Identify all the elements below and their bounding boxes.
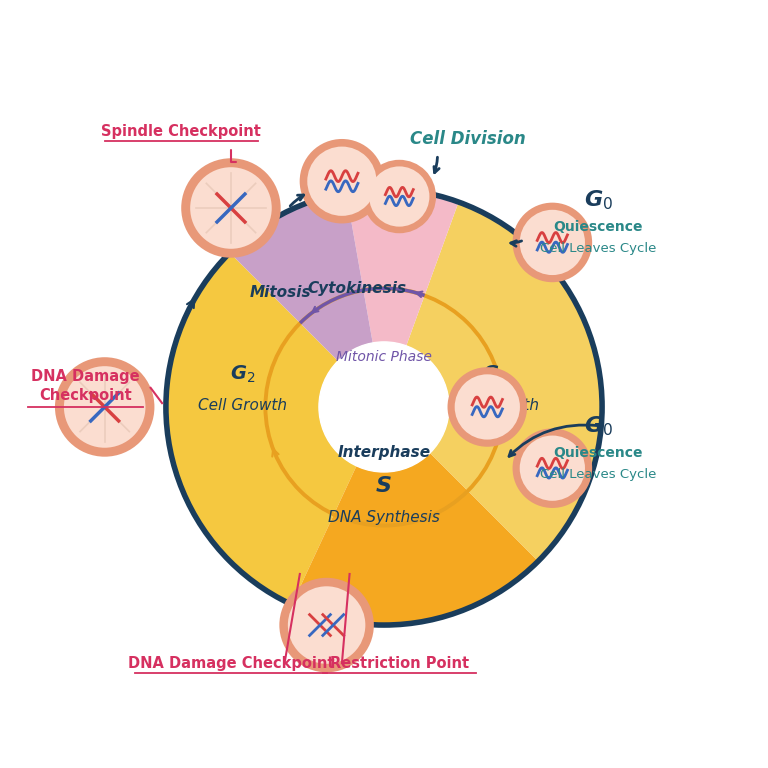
- Circle shape: [300, 139, 384, 223]
- Circle shape: [520, 435, 585, 501]
- Text: Cell Division: Cell Division: [410, 130, 526, 148]
- Circle shape: [288, 586, 366, 664]
- Text: G$_2$: G$_2$: [230, 364, 255, 386]
- Text: G$_1$: G$_1$: [482, 364, 508, 386]
- Text: DNA Synthesis: DNA Synthesis: [328, 511, 440, 525]
- Circle shape: [190, 167, 272, 249]
- Polygon shape: [166, 253, 356, 604]
- Circle shape: [64, 366, 145, 448]
- Circle shape: [55, 357, 154, 457]
- Circle shape: [319, 342, 449, 472]
- Text: DNA Damage Checkpoint: DNA Damage Checkpoint: [127, 656, 334, 670]
- Text: Restriction Point: Restriction Point: [329, 656, 469, 670]
- Text: Cell Growth: Cell Growth: [198, 398, 287, 413]
- Text: G$_0$: G$_0$: [584, 414, 613, 438]
- Text: G$_0$: G$_0$: [584, 189, 613, 212]
- Polygon shape: [292, 453, 538, 625]
- Circle shape: [307, 147, 376, 216]
- Circle shape: [280, 578, 374, 672]
- Circle shape: [448, 367, 527, 447]
- Circle shape: [455, 374, 520, 439]
- Text: Quiescence: Quiescence: [554, 446, 643, 460]
- Text: Mitosis: Mitosis: [250, 285, 312, 300]
- Circle shape: [520, 210, 585, 275]
- Circle shape: [512, 429, 592, 508]
- Polygon shape: [406, 202, 602, 561]
- Text: Cytokinesis: Cytokinesis: [308, 281, 407, 296]
- Text: S: S: [376, 475, 392, 496]
- Text: Mitonic Phase: Mitonic Phase: [336, 350, 432, 364]
- Text: Interphase: Interphase: [337, 445, 431, 460]
- Text: Cell Growth: Cell Growth: [451, 398, 539, 413]
- Text: Quiescence: Quiescence: [554, 220, 643, 234]
- Circle shape: [181, 158, 280, 258]
- Circle shape: [369, 167, 429, 227]
- Polygon shape: [346, 189, 458, 346]
- Circle shape: [362, 160, 436, 233]
- Text: Cell Leaves Cycle: Cell Leaves Cycle: [540, 242, 657, 255]
- Circle shape: [512, 203, 592, 282]
- Text: DNA Damage
Checkpoint: DNA Damage Checkpoint: [31, 369, 140, 403]
- Polygon shape: [230, 192, 372, 361]
- Text: Spindle Checkpoint: Spindle Checkpoint: [101, 124, 261, 139]
- Text: Cell Leaves Cycle: Cell Leaves Cycle: [540, 468, 657, 481]
